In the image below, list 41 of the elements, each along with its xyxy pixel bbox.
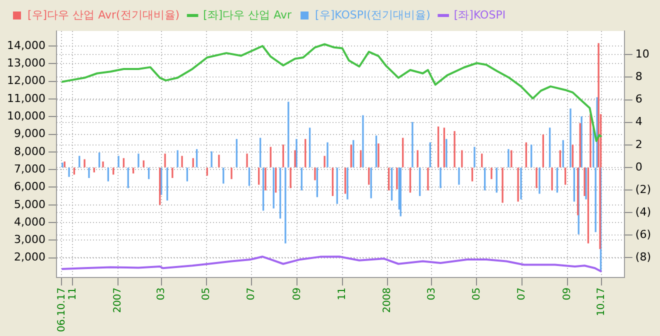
x-tick-label: 09: [562, 287, 574, 300]
x-tick-label: 03: [426, 287, 438, 300]
x-tick-label: 11: [336, 287, 348, 300]
y-tick-label: 9,000: [14, 127, 46, 140]
x-tick-label: 07: [246, 287, 258, 300]
x-tick-label: 05: [201, 287, 212, 300]
x-tick-label: 09: [292, 287, 303, 300]
x-tick-label: 10.17: [596, 287, 608, 316]
y-tick-label: 4,000: [14, 215, 46, 228]
x-tick-label: 2007: [112, 287, 124, 313]
x-tick-label: 07: [516, 287, 528, 300]
y-tick-label: 6,000: [14, 180, 46, 194]
x-tick-label: 06.10.17: [56, 287, 68, 332]
y2-tick-label: 6: [635, 92, 642, 106]
y-tick-label: 14,000: [6, 38, 46, 52]
y2-tick-label: 8: [635, 70, 642, 84]
legend-label: [우]KOSPI(전기대비율): [315, 8, 430, 22]
y2-tick-label: (6): [635, 228, 652, 242]
y-tick-label: 10,000: [6, 109, 46, 122]
x-tick-label: 05: [471, 287, 482, 300]
y-tick-label: 13,000: [6, 56, 46, 70]
legend-label: [좌]KOSPI: [454, 8, 506, 22]
y-tick-label: 5,000: [14, 198, 46, 211]
y2-tick-label: 4: [635, 115, 642, 128]
y2-tick-label: 10: [635, 48, 650, 61]
legend-label: [좌]다우 산업 Avr: [203, 8, 292, 22]
y2-tick-label: (2): [635, 182, 652, 196]
y-tick-label: 11,000: [6, 92, 46, 105]
y2-tick-label: (8): [635, 250, 652, 264]
x-tick-label: 11: [67, 287, 78, 300]
y-tick-label: 12,000: [6, 74, 46, 88]
y-tick-label: 7,000: [14, 162, 46, 176]
y2-tick-label: (4): [635, 205, 652, 218]
y-tick-label: 8,000: [14, 144, 46, 158]
legend-label: [우]다우 산업 Avr(전기대비율): [28, 8, 180, 22]
y-tick-label: 3,000: [14, 233, 46, 246]
x-tick-label: 03: [156, 287, 167, 300]
y-tick-label: 2,000: [14, 250, 46, 264]
y2-tick-label: 2: [635, 138, 642, 151]
y2-tick-label: 0: [635, 160, 642, 174]
x-tick-label: 2008: [382, 287, 393, 313]
